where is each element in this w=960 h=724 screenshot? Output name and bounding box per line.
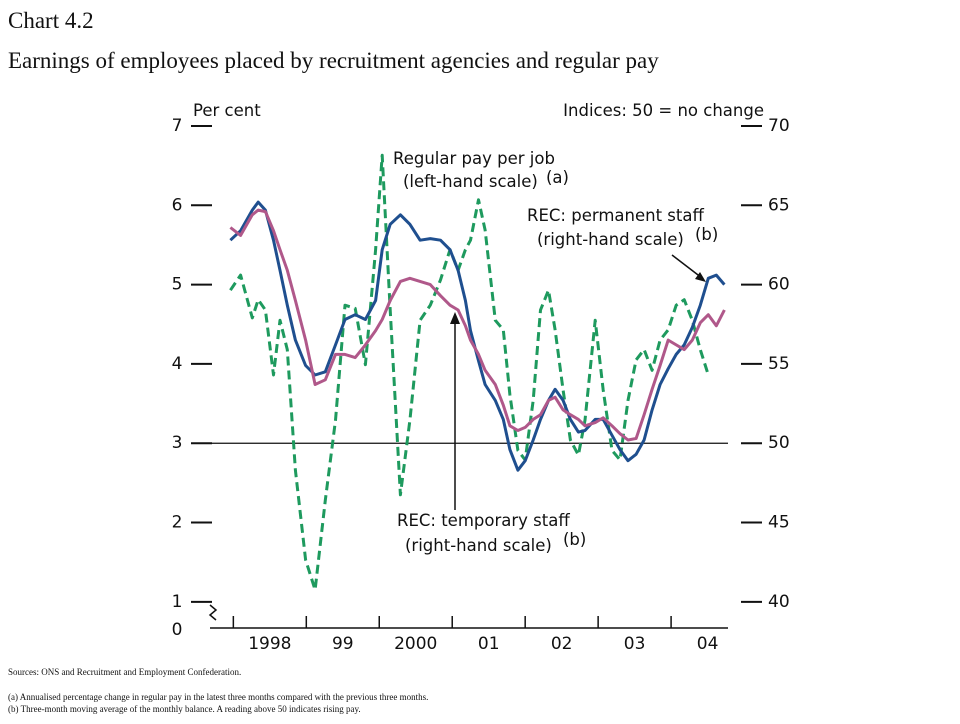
arrowhead <box>450 312 460 324</box>
y-tick-label: 5 <box>172 275 183 295</box>
footnote: (a) Annualised percentage change in regu… <box>8 692 428 702</box>
x-tick-label: 01 <box>478 634 500 654</box>
annotation: REC: permanent staff <box>527 206 704 225</box>
annotation: Regular pay per job <box>393 149 555 168</box>
y-tick-label: 4 <box>172 354 183 374</box>
y2-tick-label: 65 <box>768 195 790 215</box>
annotation-note: (b) <box>563 530 586 549</box>
axis-break <box>208 604 218 621</box>
chart-title: Chart 4.2 <box>8 8 94 33</box>
y-tick-label: 7 <box>172 116 183 136</box>
arrow <box>671 254 703 279</box>
y2-tick-label: 70 <box>768 116 790 136</box>
footnote: (b) Three-month moving average of the mo… <box>8 704 361 714</box>
y2-tick-label: 40 <box>768 592 790 612</box>
annotation: (right-hand scale) <box>537 230 684 249</box>
footnote: Sources: ONS and Recruitment and Employm… <box>8 667 241 677</box>
y-tick-label: 6 <box>172 195 183 215</box>
y-tick-label: 2 <box>172 513 183 533</box>
series-line <box>229 153 710 592</box>
y2-axis-label: Indices: 50 = no change <box>563 101 764 120</box>
y-tick-label: 1 <box>172 592 183 612</box>
x-tick-label: 02 <box>551 634 573 654</box>
x-tick-label: 03 <box>624 634 646 654</box>
x-tick-label: 99 <box>332 634 354 654</box>
y-tick-label: 3 <box>172 433 183 453</box>
x-tick-label: 2000 <box>394 634 437 654</box>
y2-tick-label: 60 <box>768 275 790 295</box>
series-line <box>229 208 726 442</box>
annotation-note: (b) <box>695 225 718 244</box>
arrowhead <box>695 272 706 282</box>
annotation: REC: temporary staff <box>397 511 570 530</box>
y2-tick-label: 45 <box>768 513 790 533</box>
annotation: (left-hand scale) <box>403 172 538 191</box>
annotation-note: (a) <box>546 168 569 187</box>
y2-tick-label: 50 <box>768 433 790 453</box>
y-axis-label: Per cent <box>193 101 261 120</box>
x-tick-label: 04 <box>697 634 719 654</box>
x-tick-label: 1998 <box>248 634 291 654</box>
annotation: (right-hand scale) <box>405 536 552 555</box>
chart-subtitle: Earnings of employees placed by recruitm… <box>8 48 659 73</box>
y2-tick-label: 55 <box>768 354 790 374</box>
y-break-label: 0 <box>172 620 183 640</box>
